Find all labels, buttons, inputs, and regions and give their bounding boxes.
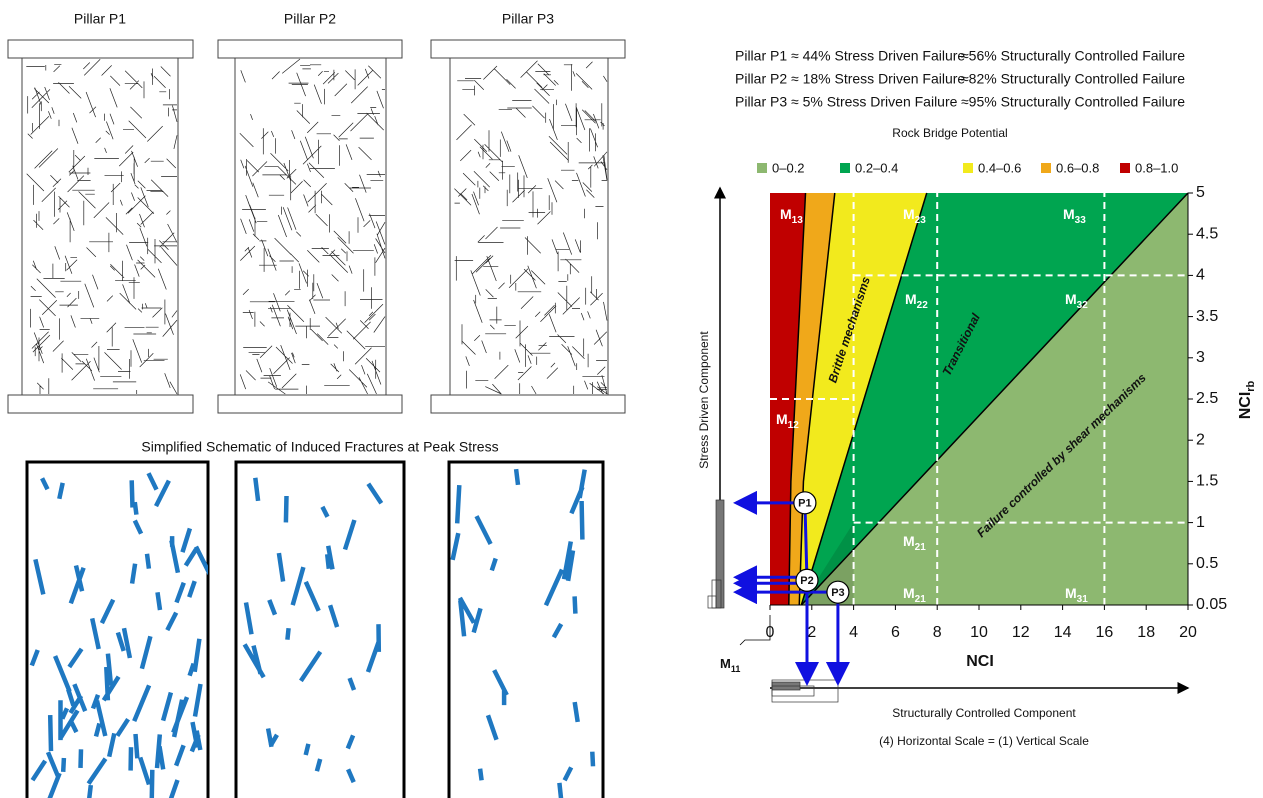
- zone-label-main: M: [1063, 206, 1075, 222]
- zone-label-main: M: [905, 291, 917, 307]
- pillar-cap: [218, 395, 402, 413]
- zone-label-sub: 23: [915, 215, 927, 226]
- fracture-segments: [32, 473, 210, 798]
- legend-swatch: [1041, 163, 1051, 173]
- pillar-cap: [218, 40, 402, 58]
- y-tick-label: 0.05: [1196, 596, 1227, 613]
- x-tick-label: 18: [1137, 624, 1155, 641]
- pillar-cap: [8, 40, 193, 58]
- x-tick-label: 8: [933, 624, 942, 641]
- y-tick-label: 3.5: [1196, 308, 1218, 325]
- legend-swatch: [757, 163, 767, 173]
- summary-text: Pillar P1 ≈ 44% Stress Driven Failure: [735, 48, 965, 64]
- y-tick-label: 4: [1196, 267, 1205, 284]
- pillar-cap: [431, 395, 625, 413]
- fracture-group: [245, 478, 382, 782]
- stress-bar: [716, 500, 724, 608]
- pillar-body: [450, 58, 608, 395]
- zone-label-sub: 13: [792, 215, 804, 226]
- y-tick-label: 4.5: [1196, 225, 1218, 242]
- legend-label: 0.2–0.4: [855, 160, 898, 175]
- axis-note: Stress Driven Component: [697, 331, 711, 469]
- y-tick-label: 3: [1196, 349, 1205, 366]
- zone-label-sub: 12: [788, 420, 800, 431]
- pillar-body: [22, 58, 178, 395]
- point-label: P3: [831, 587, 844, 599]
- zone-label-main: M: [903, 206, 915, 222]
- point-label: P2: [800, 575, 813, 587]
- y-axis-label-main: NCI: [1237, 392, 1254, 420]
- fracture-group: [32, 473, 210, 798]
- x-tick-label: 0: [766, 624, 775, 641]
- axis-note: Structurally Controlled Component: [892, 706, 1076, 720]
- zone-label-sub: 21: [915, 594, 927, 605]
- pillar-title: Pillar P3: [502, 11, 554, 27]
- scale-note: (4) Horizontal Scale = (1) Vertical Scal…: [879, 734, 1089, 748]
- zone-label-sub: 33: [1075, 215, 1087, 226]
- pillar-cap: [431, 40, 625, 58]
- zone-label-sub: 21: [915, 542, 927, 553]
- y-tick-label: 1: [1196, 514, 1205, 531]
- x-tick-label: 14: [1054, 624, 1072, 641]
- y-tick-label: 2.5: [1196, 390, 1218, 407]
- x-tick-label: 16: [1096, 624, 1114, 641]
- legend-swatch: [963, 163, 973, 173]
- summary-text: ≈95% Structurally Controlled Failure: [961, 94, 1185, 110]
- zone-label-sub: 22: [917, 300, 929, 311]
- zone-label-sub: 31: [1077, 594, 1089, 605]
- pillar-cap: [8, 395, 193, 413]
- x-tick-label: 6: [891, 624, 900, 641]
- pillar-body: [235, 58, 386, 395]
- zone-label-main: M: [903, 533, 915, 549]
- y-tick-label: 5: [1196, 184, 1205, 201]
- corner-label-main: M: [720, 656, 731, 671]
- x-axis-label: NCI: [966, 653, 994, 670]
- summary-text: Pillar P2 ≈ 18% Stress Driven Failure: [735, 71, 965, 87]
- y-tick-label: 1.5: [1196, 473, 1218, 490]
- fracture-segments: [245, 478, 382, 782]
- x-tick-label: 4: [849, 624, 858, 641]
- zone-label-main: M: [1065, 585, 1077, 601]
- y-tick-label: 0.5: [1196, 555, 1218, 572]
- projection-line: [805, 503, 807, 580]
- pillar-panel: Pillar P1 Pillar P2 Pillar P3 Simplified…: [8, 11, 625, 798]
- zone-label-main: M: [1065, 291, 1077, 307]
- legend-swatch: [1120, 163, 1130, 173]
- zone-label-main: M: [776, 411, 788, 427]
- fracture-group: [453, 469, 593, 798]
- legend-label: 0.8–1.0: [1135, 160, 1178, 175]
- y-axis-label-sub: rb: [1245, 380, 1257, 391]
- y-axis-label: NCIrb: [1237, 380, 1257, 419]
- x-tick-label: 10: [970, 624, 988, 641]
- zone-label-main: M: [903, 585, 915, 601]
- fracture-segments: [453, 469, 593, 798]
- legend-label: 0.6–0.8: [1056, 160, 1099, 175]
- zone-label-sub: 32: [1077, 300, 1089, 311]
- summary-text: ≈82% Structurally Controlled Failure: [961, 71, 1185, 87]
- y-tick-label: 2: [1196, 431, 1205, 448]
- corner-label: M11: [720, 656, 740, 674]
- pillar-title: Pillar P2: [284, 11, 336, 27]
- legend-label: 0–0.2: [772, 160, 805, 175]
- summary-text: ≈56% Structurally Controlled Failure: [961, 48, 1185, 64]
- legend-title: Rock Bridge Potential: [892, 126, 1007, 140]
- summary-text: Pillar P3 ≈ 5% Stress Driven Failure: [735, 94, 958, 110]
- zone-label-main: M: [780, 206, 792, 222]
- chart-panel: Pillar P1 ≈ 44% Stress Driven Failure ≈5…: [697, 48, 1257, 748]
- schematic-title: Simplified Schematic of Induced Fracture…: [141, 439, 498, 455]
- figure: Pillar P1 Pillar P2 Pillar P3 Simplified…: [0, 0, 1263, 798]
- x-tick-label: 2: [807, 624, 816, 641]
- legend-label: 0.4–0.6: [978, 160, 1021, 175]
- corner-label-sub: 11: [731, 664, 741, 674]
- legend-swatch: [840, 163, 850, 173]
- x-tick-label: 12: [1012, 624, 1030, 641]
- point-label: P1: [798, 498, 811, 510]
- pillar-title: Pillar P1: [74, 11, 126, 27]
- x-tick-label: 20: [1179, 624, 1197, 641]
